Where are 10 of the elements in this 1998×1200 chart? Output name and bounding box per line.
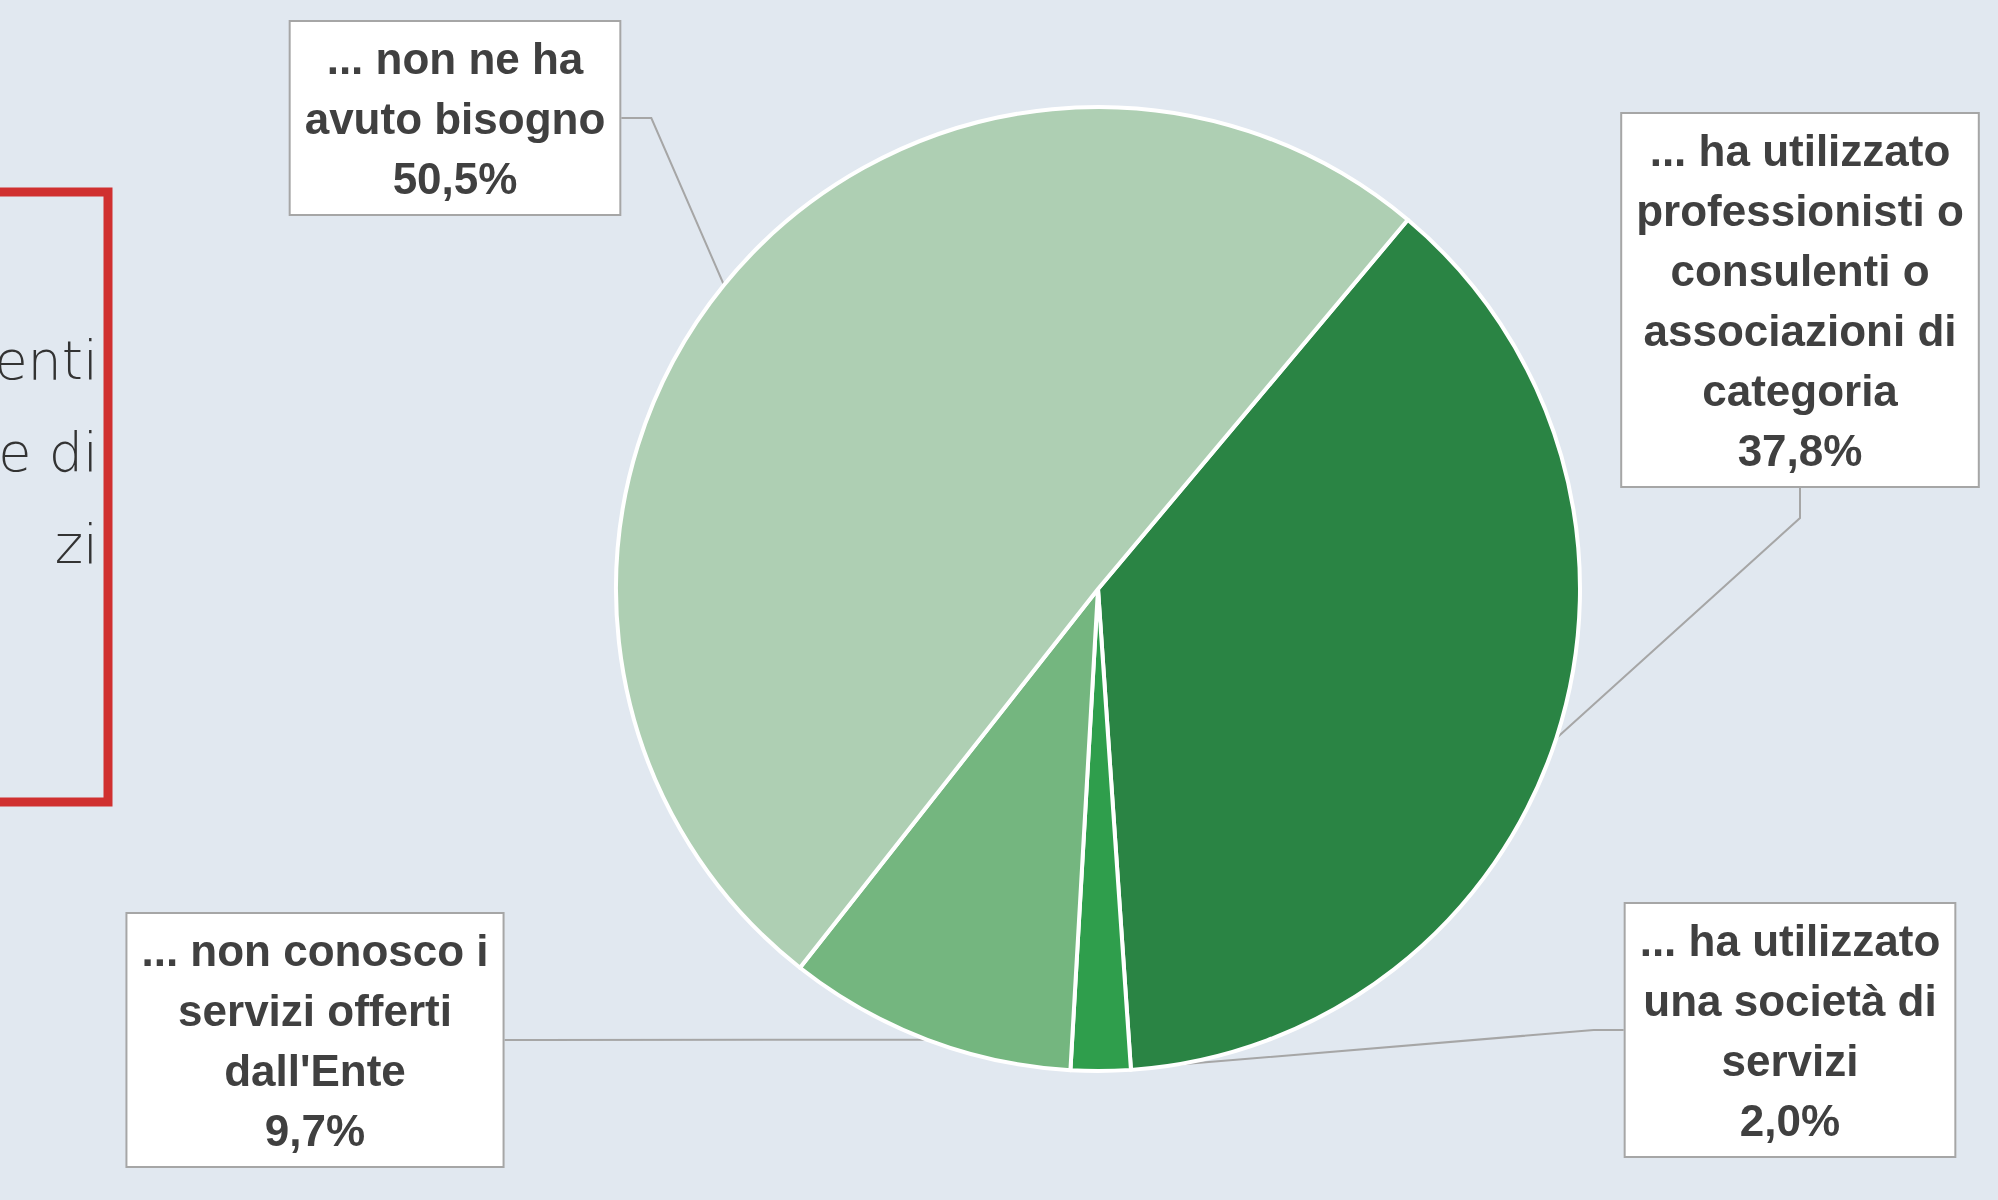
data-label: 9,7% xyxy=(264,1105,366,1155)
data-label: 50,5% xyxy=(392,153,518,203)
data-label: 37,8% xyxy=(1737,425,1863,475)
slice-label: ... ha utilizzato professionisti o consulenti o associazioni di categoria xyxy=(1636,125,1964,415)
data-label: 2,0% xyxy=(1739,1095,1841,1145)
slice-label: ... non ne ha avuto bisogno xyxy=(304,33,606,143)
text: e di xyxy=(0,420,98,484)
text: zi xyxy=(54,512,98,576)
slice-label: ... non conosco i servizi offerti dall'Ente xyxy=(141,925,489,1095)
slice-label: ... ha utilizzato una società di servizi xyxy=(1639,915,1941,1085)
